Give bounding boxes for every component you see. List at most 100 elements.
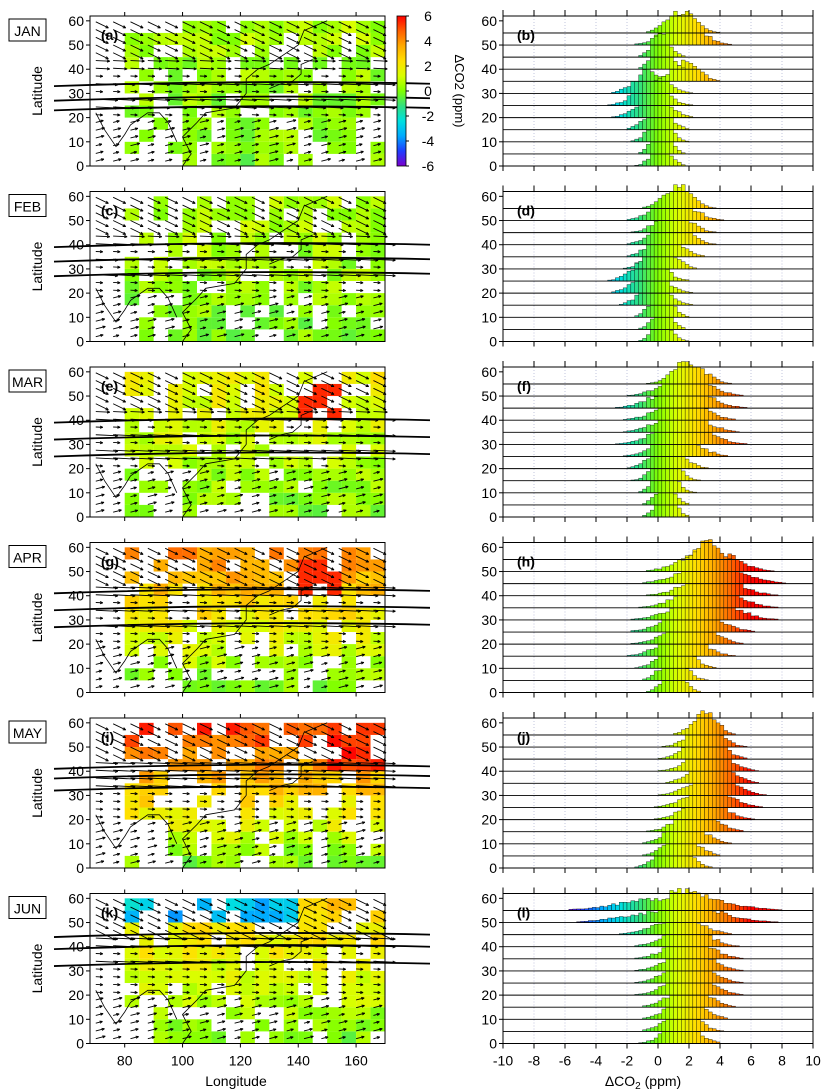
histogram-bar bbox=[642, 309, 647, 318]
wind-arrowhead bbox=[171, 325, 175, 329]
wind-arrow bbox=[165, 212, 178, 220]
grid-cell bbox=[197, 220, 212, 233]
wind-arrow bbox=[199, 227, 213, 235]
wind-arrowhead bbox=[307, 150, 312, 154]
grid-cell bbox=[327, 305, 342, 318]
y-tick-label: 30 bbox=[481, 261, 497, 277]
wind-arrowhead bbox=[186, 334, 190, 338]
histogram-bar bbox=[673, 287, 678, 294]
wind-arrow bbox=[338, 326, 347, 330]
histogram-bar bbox=[619, 276, 624, 282]
wind-arrow bbox=[165, 135, 174, 139]
wind-arrowhead bbox=[221, 113, 225, 117]
wind-arrowhead bbox=[256, 74, 260, 78]
grid-cell bbox=[124, 595, 140, 608]
wind-arrow bbox=[373, 151, 382, 154]
grid-cell bbox=[139, 69, 154, 82]
wind-arrow bbox=[234, 227, 248, 235]
wind-arrow bbox=[303, 212, 317, 220]
grid-cell bbox=[211, 69, 226, 82]
histogram-bar bbox=[739, 583, 744, 596]
wind-arrow bbox=[251, 310, 262, 314]
wind-arrowhead bbox=[349, 59, 353, 63]
wind-arrow bbox=[199, 235, 214, 238]
histogram-bar bbox=[677, 102, 682, 106]
wind-arrow bbox=[373, 303, 383, 307]
grid-cell bbox=[327, 244, 342, 257]
histogram-bar bbox=[708, 632, 713, 645]
wind-arrowhead bbox=[116, 119, 120, 123]
wind-arrowhead bbox=[240, 127, 244, 131]
histogram-bar bbox=[719, 621, 725, 633]
distribution-ridges bbox=[503, 10, 813, 167]
histogram-bar bbox=[673, 51, 678, 58]
wind-arrow bbox=[286, 227, 300, 235]
histogram-bar bbox=[653, 409, 659, 421]
wind-arrow bbox=[356, 98, 379, 101]
wind-arrowhead bbox=[115, 334, 120, 338]
wind-arrow bbox=[234, 204, 248, 212]
grid-cell bbox=[211, 305, 226, 318]
wind-arrowhead bbox=[255, 143, 259, 147]
grid-cell bbox=[312, 468, 328, 481]
wind-arrow bbox=[217, 36, 231, 44]
wind-arrowhead bbox=[360, 135, 364, 139]
wind-arrowhead bbox=[290, 74, 294, 78]
y-tick-label: 0 bbox=[489, 334, 497, 350]
wind-arrow bbox=[130, 135, 139, 139]
wind-arrowhead bbox=[275, 150, 279, 154]
wind-arrow bbox=[321, 204, 335, 212]
wind-arrow bbox=[373, 120, 382, 123]
histogram-bar bbox=[669, 95, 674, 106]
wind-arrowhead bbox=[256, 113, 260, 117]
grid-cell bbox=[240, 420, 255, 433]
grid-cell bbox=[225, 420, 241, 433]
wind-arrowhead bbox=[261, 40, 265, 44]
wind-arrowhead bbox=[140, 40, 144, 44]
wind-arrowhead bbox=[117, 265, 121, 269]
grid-cell bbox=[225, 196, 241, 209]
wind-arrowhead bbox=[308, 90, 312, 94]
wind-arrow bbox=[217, 83, 240, 86]
wind-arrow bbox=[95, 21, 109, 29]
wind-arrow bbox=[338, 21, 352, 29]
wind-arrow bbox=[355, 127, 365, 131]
histogram-bar bbox=[669, 589, 674, 596]
histogram-bar bbox=[634, 465, 639, 469]
y-tick-label: 50 bbox=[481, 564, 497, 580]
histogram-bar bbox=[746, 565, 752, 572]
wind-arrowhead bbox=[176, 59, 180, 63]
jet-streamline bbox=[53, 242, 431, 249]
wind-arrowhead bbox=[122, 200, 127, 204]
grid-cell bbox=[211, 559, 226, 572]
y-tick-label: 10 bbox=[481, 134, 497, 150]
histogram-bar bbox=[657, 407, 663, 421]
wind-arrow bbox=[182, 29, 196, 37]
wind-arrow bbox=[303, 196, 317, 204]
wind-arrow bbox=[217, 67, 232, 70]
wind-arrowhead bbox=[188, 150, 192, 154]
histogram-bar bbox=[646, 500, 651, 506]
histogram-bar bbox=[634, 106, 639, 118]
wind-arrowhead bbox=[169, 288, 173, 293]
histogram-bar bbox=[696, 238, 701, 245]
histogram-bar bbox=[630, 282, 635, 294]
wind-arrowhead bbox=[122, 33, 127, 37]
wind-arrowhead bbox=[186, 318, 190, 322]
wind-arrow bbox=[355, 29, 369, 37]
histogram-bar bbox=[653, 443, 659, 457]
grid-cell bbox=[182, 644, 198, 657]
wind-arrowhead bbox=[140, 56, 144, 60]
wind-arrowhead bbox=[257, 134, 261, 138]
wind-arrow bbox=[95, 52, 109, 60]
grid-cell bbox=[124, 408, 140, 421]
wind-arrowhead bbox=[255, 150, 259, 154]
histogram-bar bbox=[653, 220, 659, 233]
wind-arrow bbox=[217, 127, 225, 131]
wind-arrowhead bbox=[226, 216, 231, 220]
wind-arrow bbox=[217, 310, 226, 314]
wind-arrowhead bbox=[245, 67, 249, 71]
wind-arrow bbox=[234, 220, 248, 228]
histogram-bar bbox=[646, 234, 651, 245]
wind-arrowhead bbox=[273, 334, 277, 338]
